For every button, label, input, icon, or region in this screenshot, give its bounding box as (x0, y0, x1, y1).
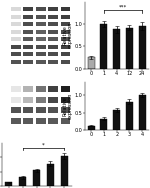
Bar (11, 7, 21, 11)
Bar (36, 52, 46, 56)
Bar (11, 30, 21, 34)
Bar (48, 30, 58, 34)
Bar (48, 86, 58, 92)
Bar (11, 97, 21, 103)
Bar (48, 60, 58, 64)
Y-axis label: Relative
expression: Relative expression (62, 92, 73, 119)
Bar (11, 60, 21, 64)
Bar (48, 22, 58, 26)
Bar (61, 22, 70, 26)
Y-axis label: Relative
expression: Relative expression (62, 22, 73, 48)
Bar (36, 97, 46, 103)
Bar (11, 108, 21, 113)
Bar (126, 28, 133, 68)
Bar (23, 52, 33, 56)
Bar (36, 45, 46, 49)
Bar (88, 57, 95, 68)
Bar (11, 45, 21, 49)
Bar (100, 24, 108, 68)
Bar (23, 15, 33, 19)
Bar (126, 102, 133, 130)
Text: *: * (42, 143, 45, 148)
Bar (61, 97, 70, 103)
Bar (61, 15, 70, 19)
Bar (61, 52, 70, 56)
Bar (47, 164, 54, 186)
Bar (11, 86, 21, 92)
Bar (36, 37, 46, 41)
Bar (139, 95, 146, 130)
Bar (61, 37, 70, 41)
Bar (48, 97, 58, 103)
Bar (23, 45, 33, 49)
Bar (23, 118, 33, 124)
Bar (36, 108, 46, 113)
Bar (23, 30, 33, 34)
Bar (23, 86, 33, 92)
Bar (48, 118, 58, 124)
Bar (33, 170, 40, 186)
Bar (61, 60, 70, 64)
Bar (19, 177, 26, 186)
Bar (36, 118, 46, 124)
Bar (11, 37, 21, 41)
Bar (139, 26, 146, 68)
Bar (36, 30, 46, 34)
Bar (61, 86, 70, 92)
Bar (61, 30, 70, 34)
Bar (113, 29, 120, 68)
Bar (23, 60, 33, 64)
Bar (61, 156, 68, 186)
Bar (61, 118, 70, 124)
Bar (48, 15, 58, 19)
Bar (11, 22, 21, 26)
Bar (23, 37, 33, 41)
Bar (61, 108, 70, 113)
Bar (23, 7, 33, 11)
Bar (88, 126, 95, 130)
Bar (23, 22, 33, 26)
Bar (36, 7, 46, 11)
Bar (36, 86, 46, 92)
Bar (100, 119, 108, 130)
Bar (36, 22, 46, 26)
Text: ***: *** (119, 4, 127, 9)
Bar (23, 108, 33, 113)
Bar (48, 45, 58, 49)
Bar (48, 108, 58, 113)
Bar (36, 60, 46, 64)
Bar (5, 182, 12, 186)
Bar (48, 37, 58, 41)
Bar (48, 52, 58, 56)
Bar (11, 118, 21, 124)
Bar (36, 15, 46, 19)
Bar (23, 97, 33, 103)
Bar (11, 52, 21, 56)
Bar (113, 110, 120, 130)
Bar (11, 15, 21, 19)
Bar (61, 45, 70, 49)
Bar (61, 7, 70, 11)
Bar (48, 7, 58, 11)
